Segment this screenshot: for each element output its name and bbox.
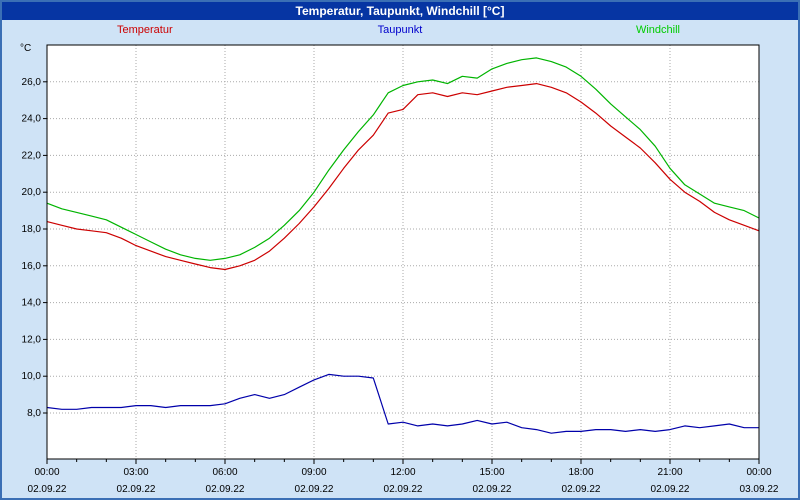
y-tick-label: 18,0 — [22, 224, 42, 235]
y-tick-label: 24,0 — [22, 114, 42, 125]
chart-legend: Temperatur Taupunkt Windchill — [2, 20, 798, 42]
x-tick-time-label: 21:00 — [657, 467, 682, 478]
x-tick-time-label: 00:00 — [746, 467, 771, 478]
x-tick-date-label: 02.09.22 — [384, 484, 423, 495]
series-temperatur-line — [46, 82, 760, 271]
x-tick-date-label: 02.09.22 — [473, 484, 512, 495]
chart-title: Temperatur, Taupunkt, Windchill [°C] — [2, 2, 798, 20]
x-tick-time-label: 00:00 — [34, 467, 59, 478]
x-tick-time-label: 18:00 — [568, 467, 593, 478]
y-tick-label: 12,0 — [22, 334, 42, 345]
series-taupunkt-line — [46, 373, 759, 434]
x-tick-time-label: 15:00 — [479, 467, 504, 478]
series-windchill-line — [46, 57, 760, 261]
y-tick-label: 20,0 — [22, 187, 42, 198]
y-tick-label: 22,0 — [22, 150, 42, 161]
y-tick-label: 14,0 — [22, 298, 42, 309]
legend-taupunkt: Taupunkt — [377, 24, 423, 36]
x-tick-date-label: 02.09.22 — [117, 484, 156, 495]
y-tick-label: 16,0 — [22, 261, 42, 272]
y-axis-unit-label: °C — [20, 43, 31, 54]
x-tick-date-label: 02.09.22 — [295, 484, 334, 495]
y-tick-label: 26,0 — [22, 77, 42, 88]
y-tick-label: 8,0 — [27, 408, 41, 419]
y-tick-label: 10,0 — [22, 371, 42, 382]
x-tick-date-label: 03.09.22 — [740, 484, 779, 495]
x-tick-time-label: 03:00 — [123, 467, 148, 478]
x-tick-time-label: 06:00 — [212, 467, 237, 478]
x-tick-date-label: 02.09.22 — [651, 484, 690, 495]
chart-svg: 8,0 10,0 12,0 14,0 16,0 18,0 20,0 22,0 24,0 26,0 0… — [20, 43, 779, 495]
x-tick-time-label: 12:00 — [390, 467, 415, 478]
legend-windchill: Windchill — [635, 24, 680, 36]
x-tick-time-label: 09:00 — [301, 467, 326, 478]
x-tick-date-label: 02.09.22 — [28, 484, 67, 495]
x-tick-date-label: 02.09.22 — [562, 484, 601, 495]
x-tick-date-label: 02.09.22 — [206, 484, 245, 495]
legend-temperatur: Temperatur — [117, 24, 173, 36]
